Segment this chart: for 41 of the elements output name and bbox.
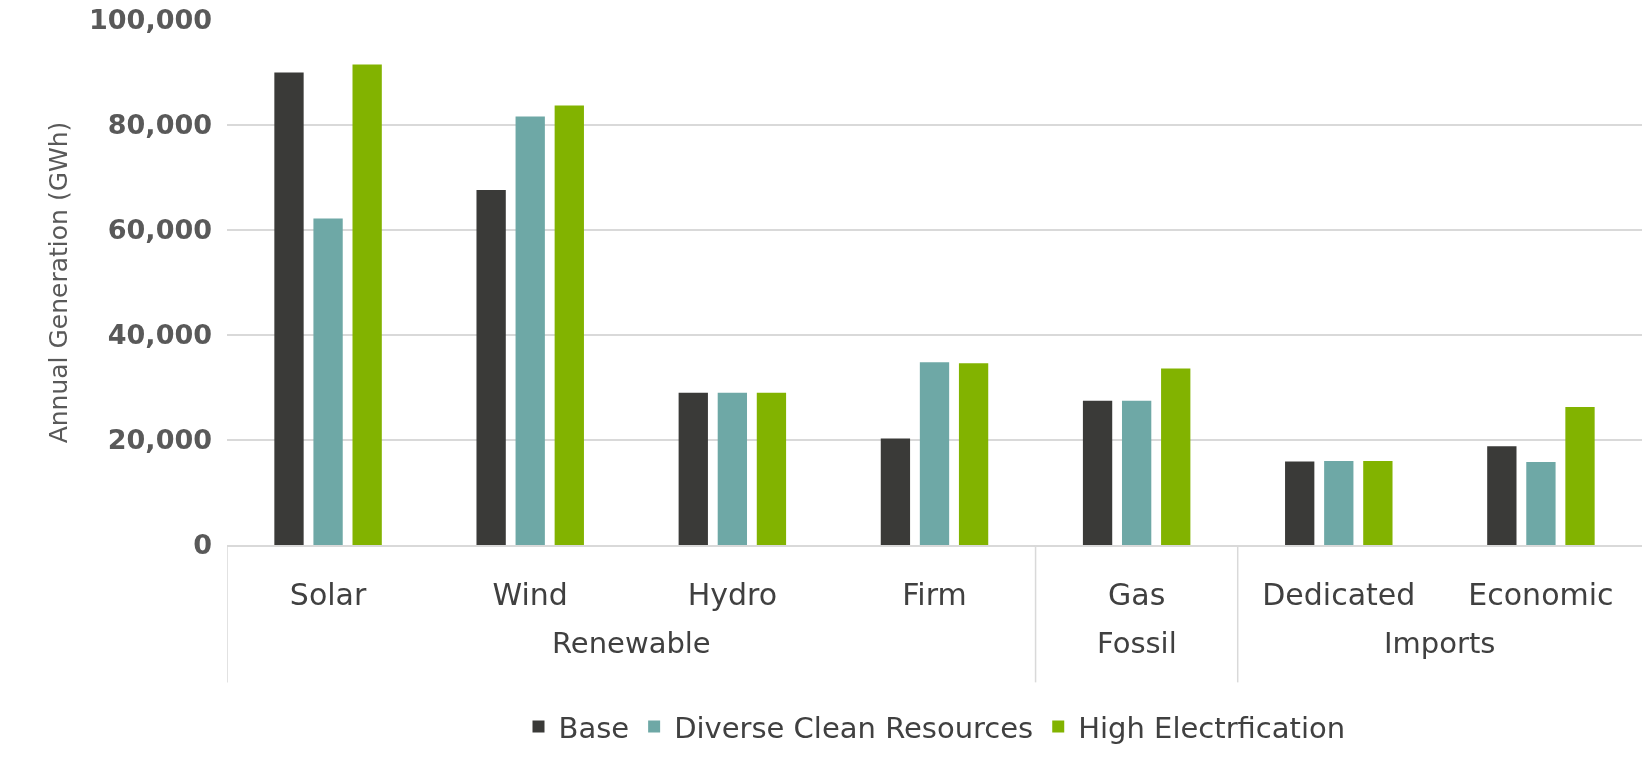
bar (756, 392, 787, 545)
x-tick-label: Wind (492, 576, 568, 612)
y-tick-label: 0 (193, 529, 212, 561)
y-tick-label: 100,000 (89, 4, 212, 36)
bar (515, 116, 545, 545)
y-axis-title: Annual Generation (GWh) (43, 121, 73, 444)
bar (352, 64, 382, 545)
y-tick-label: 20,000 (107, 424, 212, 456)
bar (476, 190, 506, 545)
bar (1121, 400, 1152, 545)
bar (274, 72, 304, 545)
x-tick-label: Solar (289, 576, 367, 612)
bar (1526, 462, 1556, 545)
bar (1487, 446, 1517, 545)
bar (919, 362, 950, 545)
legend-label: Base (558, 710, 630, 745)
bar (313, 218, 343, 545)
text: Fossil (1097, 626, 1177, 660)
bar (1363, 461, 1393, 545)
bar (554, 105, 584, 545)
bar (1161, 368, 1191, 545)
bar (1285, 461, 1315, 545)
bar (717, 392, 748, 545)
x-tick-label: Gas (1108, 576, 1166, 612)
bar (1324, 461, 1354, 545)
bar (678, 392, 708, 545)
x-tick-label: Hydro (687, 576, 778, 612)
bar (1082, 400, 1113, 545)
x-tick-label: Economic (1468, 576, 1614, 612)
x-tick-label: Dedicated (1262, 576, 1416, 612)
bar (880, 438, 911, 545)
text: Renewable (552, 626, 711, 660)
text: Imports (1384, 626, 1496, 660)
bar (958, 363, 989, 545)
y-tick-label: 60,000 (107, 214, 212, 246)
x-tick-label: Firm (902, 576, 967, 612)
legend-label: High Electrfication (1078, 710, 1346, 745)
legend-label: Diverse Clean Resources (674, 710, 1034, 745)
bar (1565, 406, 1595, 545)
y-tick-label: 40,000 (107, 319, 212, 351)
y-tick-label: 80,000 (107, 109, 212, 141)
